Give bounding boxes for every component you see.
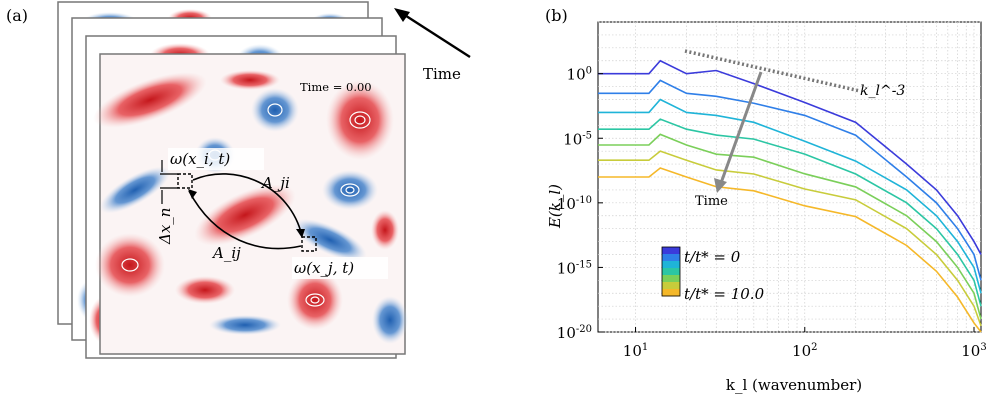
x-tick-label: 103 bbox=[961, 342, 986, 360]
spectrum-series-2 bbox=[598, 98, 982, 294]
reference-slope-label: k_l^-3 bbox=[860, 83, 905, 99]
colorbar-legend bbox=[661, 246, 681, 297]
time-arrow-head bbox=[394, 8, 410, 22]
reference-slope-line bbox=[684, 49, 861, 93]
spectrum-series-4 bbox=[598, 133, 982, 320]
A-ij-label: A_ij bbox=[211, 244, 241, 262]
time-arrow bbox=[399, 10, 471, 59]
y-tick-label: 10-20 bbox=[557, 324, 592, 342]
omega-i-label: ω(x_i, t) bbox=[170, 150, 230, 168]
legend-top-label: t/t* = 0 bbox=[684, 248, 741, 266]
colorbar-frame bbox=[661, 246, 681, 297]
edge-A-ij bbox=[188, 190, 302, 250]
time-arrow-b bbox=[719, 71, 763, 184]
arrowhead-ji bbox=[296, 229, 305, 238]
colorbar-swatch bbox=[662, 247, 680, 255]
panel-b-label: (b) bbox=[545, 6, 568, 25]
y-axis-label: E(k_l) bbox=[546, 184, 564, 229]
time-arrow-b-head bbox=[714, 178, 727, 193]
panel-a-label: (a) bbox=[6, 6, 29, 25]
spectrum-series-3 bbox=[598, 118, 982, 307]
omega-j-bg bbox=[292, 257, 388, 279]
vorticity-panel: Time = 0.00 Time ω(x_i, t) ω(x_j, t) A_j… bbox=[57, 1, 471, 359]
colorbar-swatch bbox=[662, 261, 680, 269]
colorbar-swatch bbox=[662, 282, 680, 290]
spectrum-series-5 bbox=[598, 150, 982, 327]
spectrum-series-1 bbox=[598, 79, 982, 281]
y-tick-label: 10-5 bbox=[563, 130, 592, 148]
arrowhead-ij bbox=[188, 189, 197, 199]
x-axis-label: k_l (wavenumber) bbox=[726, 376, 862, 394]
front-frame-vortices bbox=[93, 70, 408, 344]
series-group bbox=[598, 59, 982, 333]
spectrum-series-6 bbox=[598, 167, 982, 333]
y-tick-label: 10-15 bbox=[557, 259, 592, 277]
spectrum-series-0 bbox=[598, 59, 982, 255]
legend-bottom-label: t/t* = 10.0 bbox=[684, 285, 765, 303]
omega-i-bg bbox=[168, 148, 264, 170]
colorbar-swatch bbox=[662, 268, 680, 276]
x-tick-label: 101 bbox=[623, 342, 648, 360]
colorbar-swatch bbox=[662, 275, 680, 283]
A-ji-label: A_ji bbox=[260, 174, 290, 192]
time-stamp: Time = 0.00 bbox=[300, 80, 372, 94]
colorbar-swatch bbox=[662, 289, 680, 297]
y-tick-label: 100 bbox=[567, 66, 592, 84]
point-i-box bbox=[177, 173, 193, 189]
time-label-b: Time bbox=[695, 194, 728, 209]
x-tick-label: 102 bbox=[792, 342, 817, 360]
time-arrow-label: Time bbox=[423, 65, 461, 83]
point-j-box bbox=[301, 236, 317, 252]
edge-A-ji bbox=[192, 173, 303, 237]
omega-j-label: ω(x_j, t) bbox=[294, 259, 354, 277]
colorbar-swatch bbox=[662, 254, 680, 262]
delta-x-label: Δx_n bbox=[156, 208, 174, 245]
